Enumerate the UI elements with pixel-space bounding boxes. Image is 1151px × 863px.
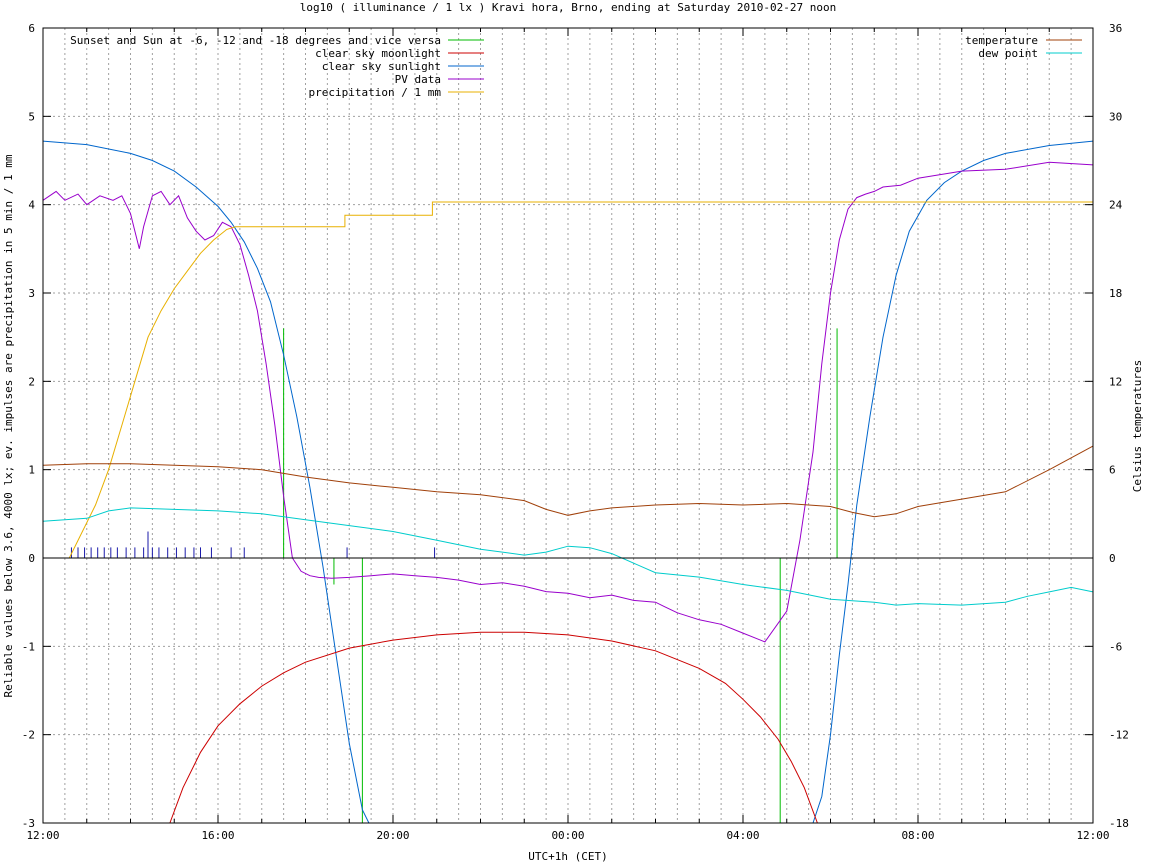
y2-tick-label: 6 — [1109, 464, 1116, 477]
x-tick-label: 16:00 — [201, 829, 234, 842]
y-tick-label: 6 — [28, 22, 35, 35]
y2-axis-label: Celsius temperatures — [1131, 360, 1144, 492]
y-tick-label: -1 — [22, 640, 35, 653]
y2-tick-label: 0 — [1109, 552, 1116, 565]
x-tick-label: 20:00 — [376, 829, 409, 842]
x-tick-label: 04:00 — [726, 829, 759, 842]
grid-lines — [43, 28, 1093, 823]
y2-tick-label: 36 — [1109, 22, 1122, 35]
y-axis-label: Reliable values below 3.6, 4000 lx; ev. … — [2, 154, 15, 697]
plot-frame — [42, 27, 1094, 824]
series-layer — [42, 140, 1094, 824]
y-tick-label: 4 — [28, 199, 35, 212]
y-tick-label: 3 — [28, 287, 35, 300]
y-tick-label: -2 — [22, 729, 35, 742]
series-pv-data — [42, 161, 1094, 643]
y2-tick-label: 12 — [1109, 375, 1122, 388]
x-axis-label: UTC+1h (CET) — [528, 850, 607, 863]
chart-title: log10 ( illuminance / 1 lx ) Kravi hora,… — [300, 1, 836, 14]
y2-tick-label: -12 — [1109, 729, 1129, 742]
y2-tick-label: 30 — [1109, 110, 1122, 123]
y-tick-label: 2 — [28, 375, 35, 388]
y-tick-label: 1 — [28, 464, 35, 477]
legend-label: temperature — [965, 34, 1038, 47]
y2-tick-label: 24 — [1109, 199, 1123, 212]
y2-tick-label: -18 — [1109, 817, 1129, 830]
x-tick-label: 00:00 — [551, 829, 584, 842]
series-temperature — [42, 445, 1094, 518]
y-tick-label: -3 — [22, 817, 35, 830]
legend-label: clear sky sunlight — [322, 60, 441, 73]
y-tick-label: 5 — [28, 110, 35, 123]
series-precipitation-1-mm — [43, 201, 1093, 559]
legend-label: clear sky moonlight — [315, 47, 441, 60]
x-tick-label: 12:00 — [1076, 829, 1109, 842]
y2-tick-label: -6 — [1109, 640, 1122, 653]
series-clear-sky-moonlight — [169, 631, 818, 824]
legend-label: Sunset and Sun at -6, -12 and -18 degree… — [70, 34, 441, 47]
y-tick-label: 0 — [28, 552, 35, 565]
y2-tick-label: 18 — [1109, 287, 1122, 300]
x-tick-label: 12:00 — [26, 829, 59, 842]
legend-label: PV data — [395, 73, 441, 86]
legend-label: dew point — [978, 47, 1038, 60]
series-clear-sky-sunlight — [42, 140, 1094, 824]
series-dew-point — [42, 507, 1094, 606]
x-tick-label: 08:00 — [901, 829, 934, 842]
legend-label: precipitation / 1 mm — [309, 86, 442, 99]
legend: Sunset and Sun at -6, -12 and -18 degree… — [70, 34, 1082, 99]
